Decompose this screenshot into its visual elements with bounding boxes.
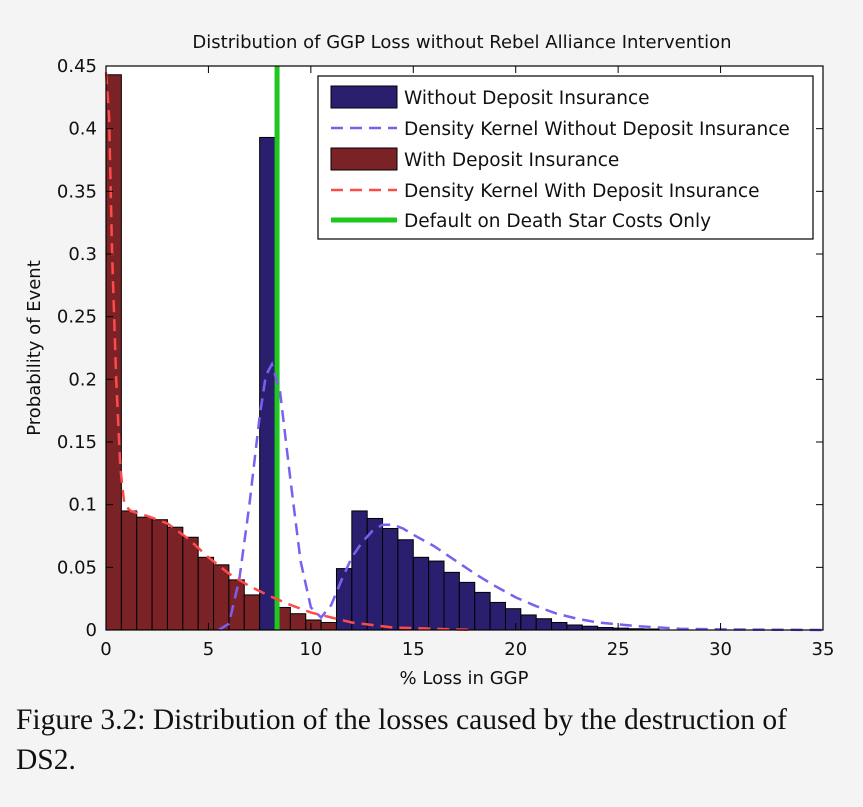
with-insurance-bar [243, 594, 261, 631]
without-insurance-bar [474, 591, 491, 631]
without-insurance-bar [520, 614, 537, 631]
with-insurance-bar [136, 516, 153, 631]
without-insurance-bar [382, 527, 399, 631]
without-insurance-bar [458, 581, 476, 631]
y-tick-label: 0.2 [68, 369, 97, 390]
y-tick-label: 0.3 [68, 244, 97, 265]
x-tick-label: 10 [299, 639, 322, 660]
without-insurance-bar [443, 571, 460, 631]
x-tick-label: 0 [100, 639, 111, 660]
without-insurance-bar [566, 624, 583, 631]
legend-label: With Deposit Insurance [404, 150, 619, 171]
plot-frame [105, 65, 824, 631]
legend-swatch [330, 85, 398, 109]
with-insurance-bar [320, 621, 337, 631]
without-insurance-bar [535, 618, 553, 631]
y-axis-label: Probability of Event [24, 260, 45, 436]
legend-label: Density Kernel Without Deposit Insurance [404, 119, 790, 140]
y-tick-label: 0.45 [57, 56, 97, 77]
with-insurance-bar [213, 564, 230, 631]
with-insurance-bar [166, 526, 184, 631]
x-tick-label: 15 [402, 639, 425, 660]
kernel-without-insurance-line [218, 361, 824, 632]
legend-box [317, 75, 814, 240]
x-tick-label: 25 [607, 639, 630, 660]
x-axis-label: % Loss in GGP [400, 668, 529, 689]
without-insurance-bar [259, 136, 276, 631]
y-tick-label: 0.35 [57, 181, 97, 202]
y-tick-label: 0.1 [68, 495, 97, 516]
y-tick-label: 0 [86, 620, 97, 641]
legend-label: Default on Death Star Costs Only [404, 211, 711, 232]
without-insurance-bar [551, 621, 568, 631]
without-insurance-bar [504, 608, 522, 631]
y-tick-label: 0.15 [57, 432, 97, 453]
with-insurance-bar [305, 619, 322, 631]
without-insurance-bar [397, 539, 414, 631]
kernel-with-insurance-line [104, 72, 475, 632]
legend-label: Density Kernel With Deposit Insurance [404, 181, 759, 202]
x-tick-label: 20 [504, 639, 527, 660]
y-tick-label: 0.05 [57, 557, 97, 578]
without-insurance-bar [489, 601, 506, 631]
x-tick-label: 5 [203, 639, 214, 660]
legend: Without Deposit Insurance Density Kernel … [317, 75, 814, 240]
with-insurance-bar [197, 556, 215, 631]
with-insurance-bar [151, 519, 168, 631]
without-insurance-bar [351, 510, 368, 631]
chart-title: Distribution of GGP Loss without Rebel A… [192, 32, 731, 53]
with-insurance-bar [120, 510, 138, 631]
x-tick-label: 35 [812, 639, 835, 660]
with-insurance-bar [105, 74, 122, 631]
x-tick-label: 30 [709, 639, 732, 660]
with-insurance-bar [289, 613, 307, 631]
y-tick-label: 0.4 [68, 119, 97, 140]
without-insurance-bar [412, 556, 430, 631]
without-insurance-bar [428, 560, 445, 631]
figure-caption: Figure 3.2: Distribution of the losses c… [16, 704, 787, 776]
legend-label: Without Deposit Insurance [404, 88, 650, 109]
chart: 0 5 10 15 20 25 30 35 0 0.05 0.1 0.15 0.2 0.25 0.3 0.35… [24, 32, 835, 689]
with-insurance-bar [182, 536, 199, 631]
y-tick-label: 0.25 [57, 307, 97, 328]
legend-swatch [330, 147, 398, 171]
